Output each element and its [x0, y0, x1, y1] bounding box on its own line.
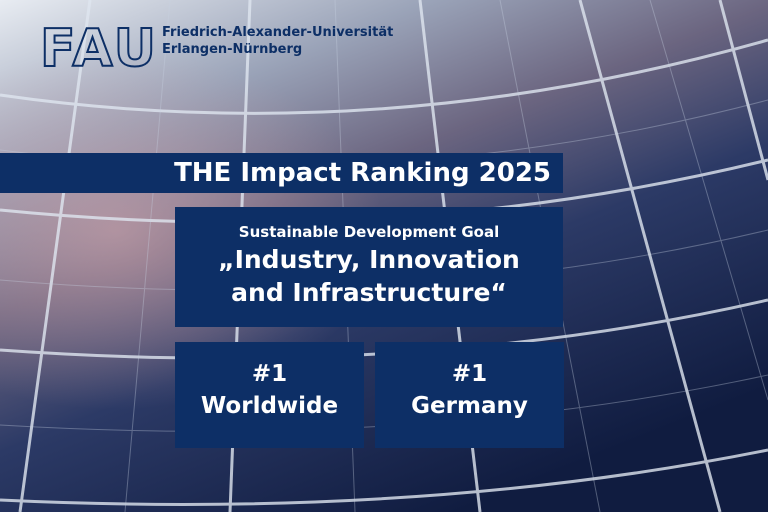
banner-title: THE Impact Ranking 2025	[174, 158, 551, 188]
goal-title-line: „Industry, Innovation	[218, 245, 520, 274]
logo-mark: FAU	[39, 22, 157, 72]
scope: Germany	[411, 393, 528, 419]
rank: #1	[451, 361, 488, 387]
logo-name: Friedrich-Alexander-Universität Erlangen…	[162, 24, 393, 58]
logo-acronym: FAU	[40, 22, 156, 72]
logo-line: Erlangen-Nürnberg	[162, 42, 303, 57]
logo-line: Friedrich-Alexander-Universität	[162, 25, 394, 40]
goal-subtitle: Sustainable Development Goal	[238, 223, 500, 241]
goal-box: Sustainable Development Goal „Industry, …	[175, 207, 563, 327]
scope: Worldwide	[200, 393, 339, 419]
goal-title-line: and Infrastructure“	[231, 278, 507, 307]
ranking-box: #1 Worldwide	[175, 342, 364, 448]
rank: #1	[251, 361, 288, 387]
ranking-box: #1 Germany	[375, 342, 564, 448]
banner: THE Impact Ranking 2025	[0, 153, 563, 193]
